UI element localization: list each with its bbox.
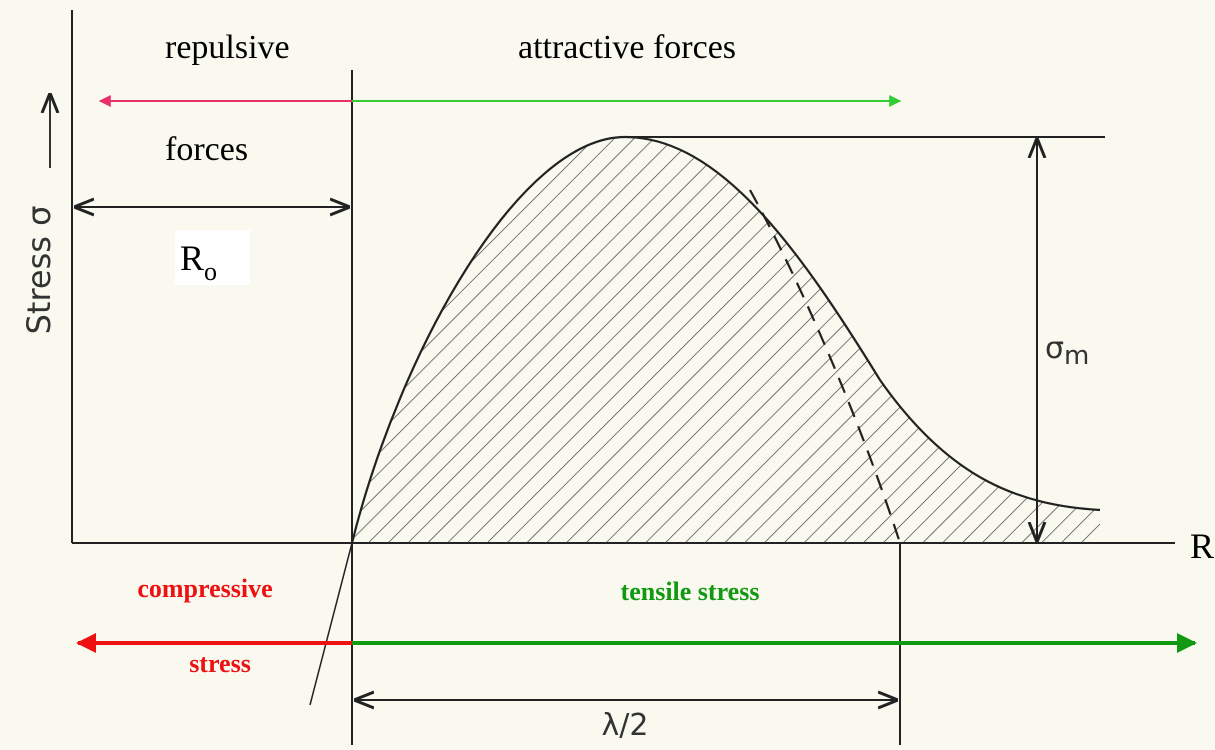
label: forces: [165, 131, 248, 168]
label: tensile stress: [621, 577, 760, 606]
label: repulsive: [165, 29, 290, 66]
label: Ro: [180, 238, 217, 286]
label: σ: [1045, 331, 1064, 366]
label: σm: [1045, 331, 1089, 371]
label: R: [180, 238, 204, 278]
x-axis-label: R: [1190, 526, 1214, 566]
label: stress: [189, 649, 251, 678]
label: λ/2: [602, 708, 649, 743]
label: attractive forces: [518, 29, 736, 66]
y-axis-label: Stress σ: [20, 206, 58, 335]
label: compressive: [137, 574, 272, 603]
stress-curve: [350, 135, 1101, 544]
label: m: [1064, 341, 1089, 371]
label-box: [175, 230, 250, 285]
dashed-curve: [749, 189, 902, 544]
label: o: [204, 257, 217, 286]
